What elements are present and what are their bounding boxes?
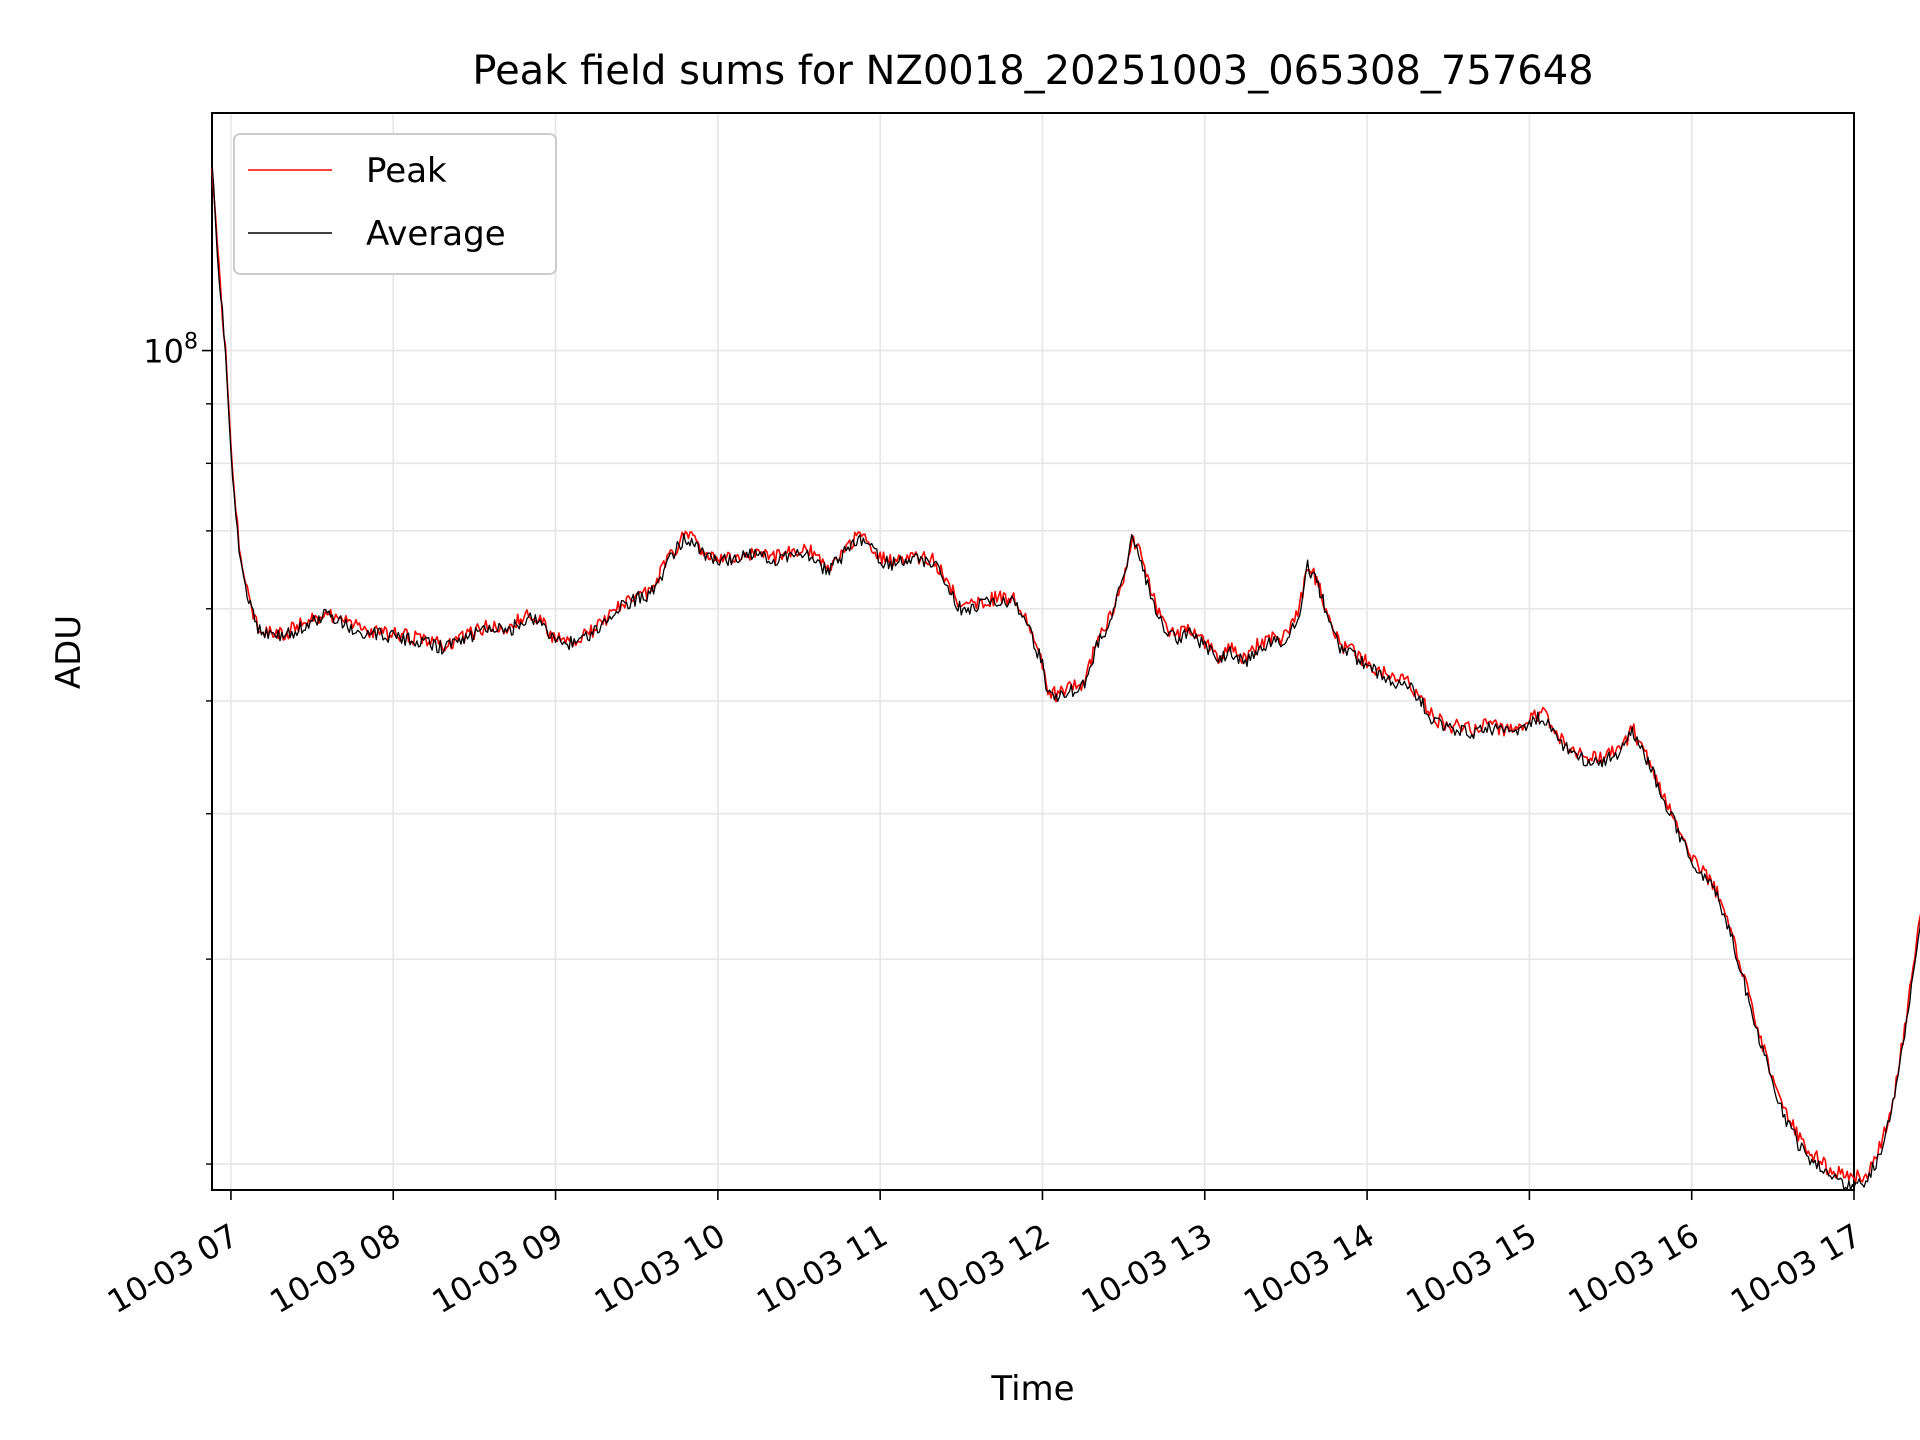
series-line-average: [211, 162, 1920, 1191]
legend-label-peak: Peak: [366, 151, 447, 191]
legend-box: [233, 133, 557, 275]
series-group: [211, 162, 1920, 1191]
legend: Peak Average: [233, 133, 557, 275]
plot-area-frame: [211, 112, 1855, 1191]
y-axis: 108: [143, 330, 212, 1165]
series-line-peak: [211, 167, 1920, 1183]
y-axis-label: ADU: [49, 615, 89, 689]
y-tick-label: 108: [143, 330, 198, 371]
x-axis-label: Time: [990, 1369, 1074, 1409]
chart-title: Peak field sums for NZ0018_20251003_0653…: [472, 48, 1593, 94]
legend-label-average: Average: [366, 214, 506, 254]
